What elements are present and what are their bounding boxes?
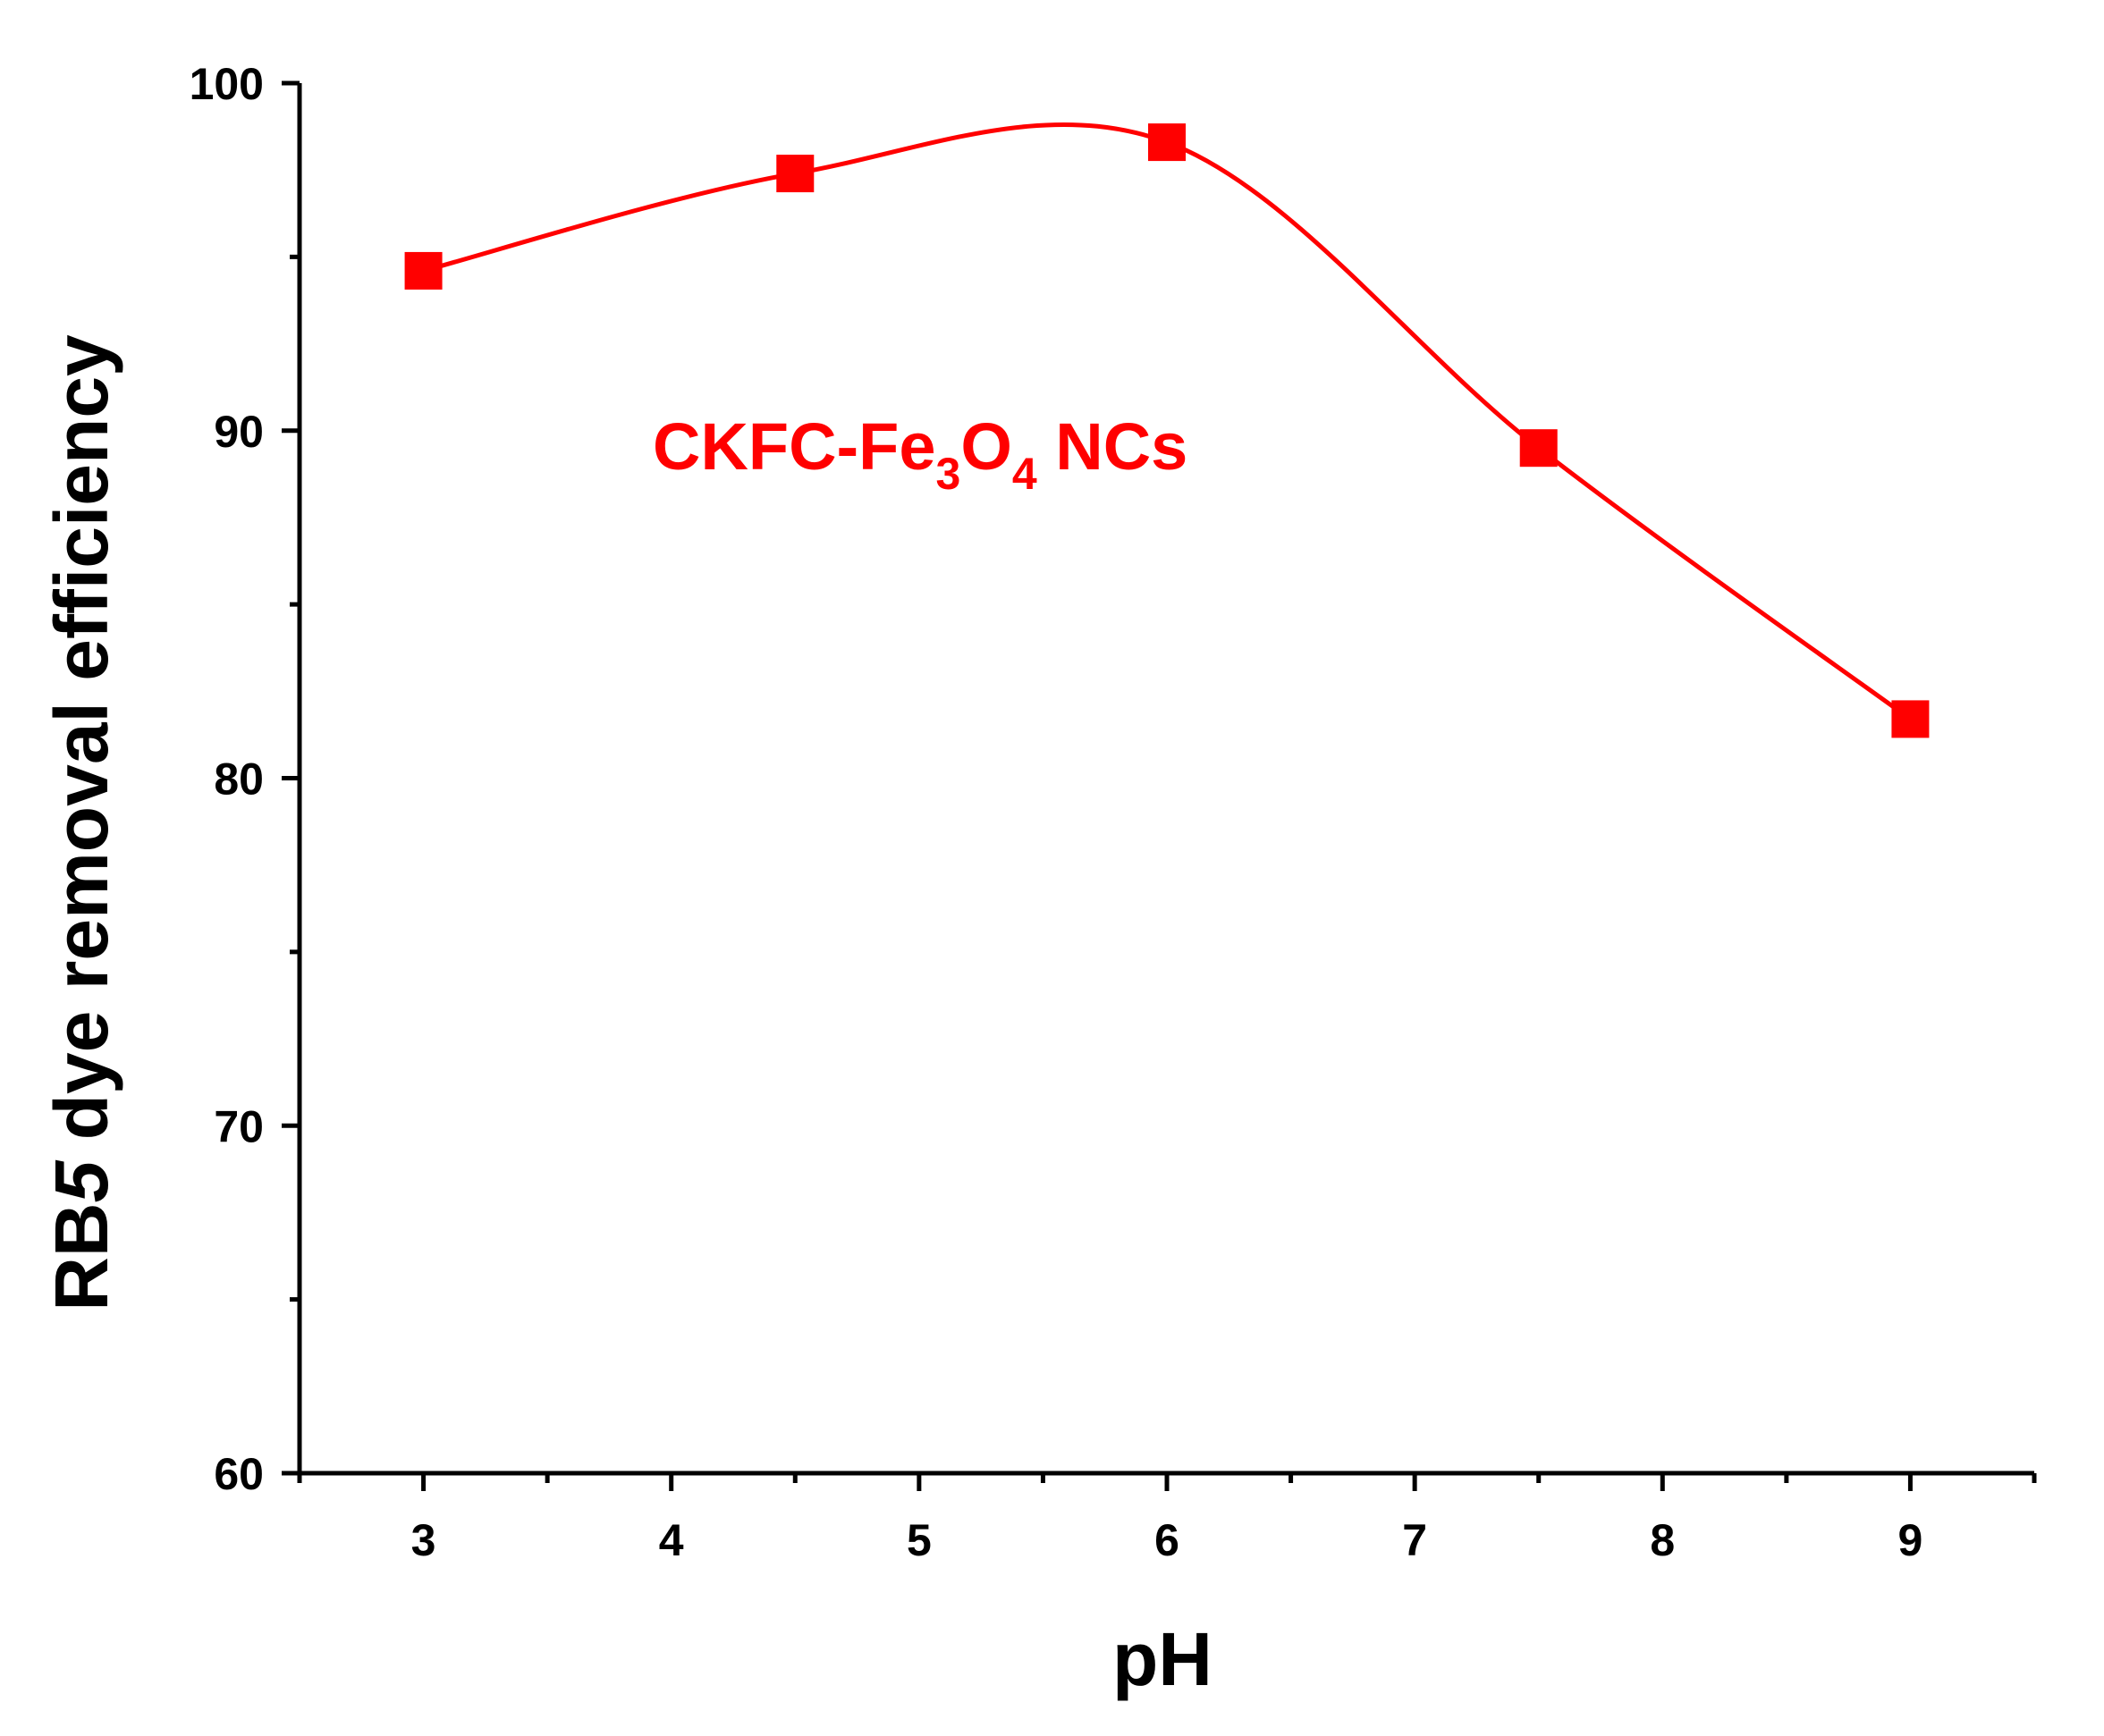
annotation-text: CKFC-Fe [653, 409, 936, 484]
data-point-marker [1519, 429, 1558, 468]
y-tick-label: 80 [214, 754, 264, 805]
y-tick-label: 60 [214, 1449, 264, 1499]
x-axis-title: pH [1112, 1617, 1213, 1701]
y-tick-label: 70 [214, 1101, 264, 1151]
x-tick-label: 7 [1402, 1515, 1427, 1565]
x-tick-label: 8 [1650, 1515, 1675, 1565]
annotation-subscript: 4 [1012, 449, 1037, 499]
annotation-text: O [960, 409, 1012, 484]
data-point-marker [1891, 700, 1930, 738]
data-point-marker [776, 155, 815, 193]
y-axis-tick-labels: 60 70 80 90 100 [190, 59, 264, 1499]
y-tick-label: 100 [190, 59, 264, 109]
y-tick-label: 90 [214, 407, 264, 457]
y-axis-title: RB5 dye removal efficiency [39, 334, 123, 1311]
series-annotation: CKFC-Fe3O4 NCs [653, 409, 1187, 499]
y-axis-title-part: dye removal efficiency [39, 334, 123, 1161]
x-tick-label: 9 [1898, 1515, 1923, 1565]
x-tick-label: 6 [1154, 1515, 1179, 1565]
x-tick-label: 3 [411, 1515, 436, 1565]
annotation-text: NCs [1037, 409, 1188, 484]
x-axis-tick-labels: 3 4 5 6 7 8 9 [411, 1515, 1923, 1565]
data-point-marker [1148, 123, 1186, 162]
y-axis-title-part: RB [39, 1202, 123, 1310]
data-point-marker [404, 251, 443, 290]
series-line [422, 122, 1912, 721]
x-tick-label: 4 [659, 1515, 684, 1565]
series-markers [404, 123, 1930, 738]
axes [297, 83, 2034, 1476]
x-axis-ticks [297, 1473, 2037, 1491]
y-axis-title-part: 5 [39, 1159, 123, 1202]
y-axis-ticks [282, 80, 300, 1476]
x-tick-label: 5 [907, 1515, 932, 1565]
annotation-subscript: 3 [936, 449, 961, 499]
